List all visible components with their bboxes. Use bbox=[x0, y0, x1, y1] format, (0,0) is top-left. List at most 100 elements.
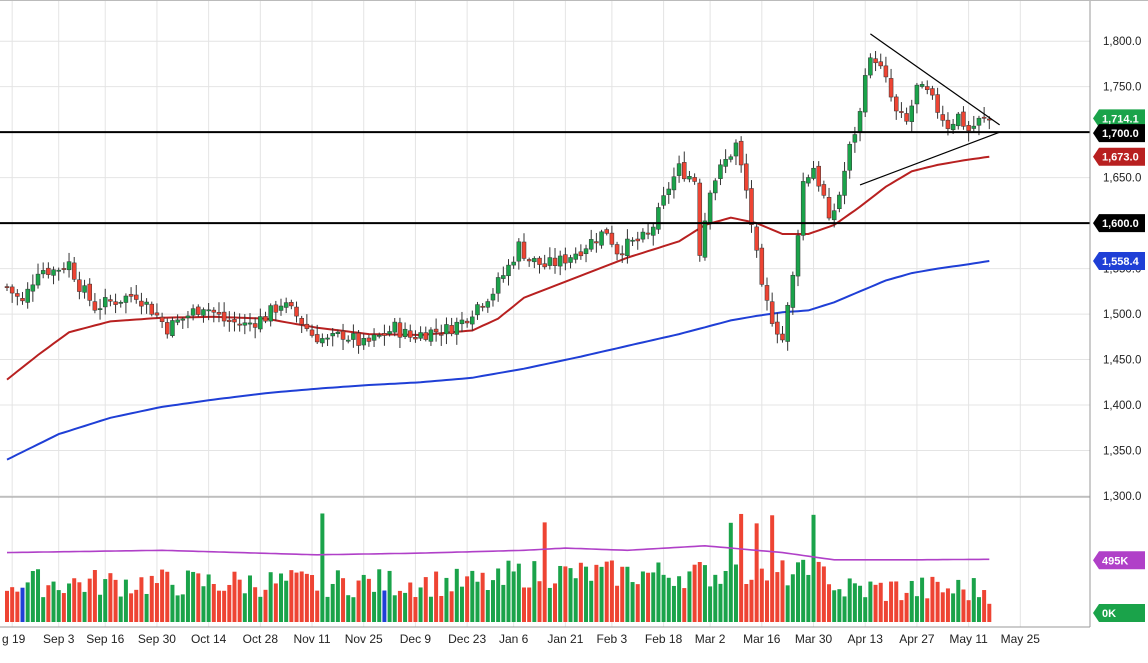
candle-body bbox=[46, 267, 51, 275]
volume-bar bbox=[72, 578, 77, 622]
candle-body bbox=[764, 285, 770, 301]
volume-panel bbox=[5, 513, 992, 622]
date-tick-label: Nov 11 bbox=[293, 632, 330, 646]
volume-bar bbox=[527, 587, 532, 622]
candle-body bbox=[651, 226, 656, 236]
volume-bar bbox=[770, 515, 775, 622]
candle-body bbox=[904, 113, 909, 122]
volume-bar bbox=[671, 585, 676, 622]
volume-bar bbox=[806, 574, 811, 622]
candle-body bbox=[102, 297, 108, 308]
candle-body bbox=[170, 320, 175, 336]
candle-body bbox=[128, 294, 134, 297]
volume-bar bbox=[635, 584, 640, 622]
volume-bar bbox=[356, 580, 361, 622]
candle-body bbox=[25, 288, 30, 303]
candle-body bbox=[139, 300, 144, 307]
candle-body bbox=[692, 177, 697, 182]
volume-bar bbox=[372, 591, 377, 622]
candle-body bbox=[294, 306, 299, 317]
candle-body bbox=[154, 312, 160, 316]
date-tick-label: Sep 3 bbox=[43, 632, 75, 646]
candle-body bbox=[475, 304, 480, 316]
volume-bar bbox=[852, 583, 857, 622]
volume-bar bbox=[434, 571, 439, 622]
volume-bar bbox=[299, 571, 304, 622]
candle-body bbox=[537, 257, 542, 265]
volume-bar bbox=[227, 584, 232, 622]
price-tick-label: 1,800.0 bbox=[1103, 36, 1141, 48]
candle-body bbox=[806, 177, 811, 184]
horizontal-levels bbox=[0, 131, 1090, 225]
candle-body bbox=[444, 324, 449, 335]
candle-body bbox=[625, 238, 630, 256]
price-last-tag-label: 1,714.1 bbox=[1102, 113, 1139, 125]
candle-body bbox=[263, 316, 268, 322]
volume-bar bbox=[325, 596, 330, 622]
ma50-line bbox=[6, 155, 990, 381]
volume-bar bbox=[692, 564, 697, 622]
candle-body bbox=[61, 268, 67, 270]
candle-body bbox=[837, 194, 842, 209]
volume-bar bbox=[749, 579, 754, 622]
candle-body bbox=[30, 284, 36, 292]
volume-bar bbox=[423, 577, 428, 622]
candle-body bbox=[237, 323, 242, 326]
volume-bar bbox=[677, 576, 682, 622]
axes bbox=[0, 0, 1148, 628]
volume-bar bbox=[304, 573, 309, 622]
volume-bar bbox=[392, 595, 397, 622]
candle-body bbox=[51, 269, 56, 276]
volume-bar bbox=[15, 591, 20, 622]
candle-body bbox=[728, 156, 734, 160]
volume-bar bbox=[801, 559, 806, 622]
volume-bar bbox=[863, 597, 868, 622]
volume-bar bbox=[144, 593, 149, 622]
volume-bar bbox=[976, 597, 981, 622]
volume-bar bbox=[222, 590, 227, 622]
date-tick-label: Apr 13 bbox=[848, 632, 884, 646]
volume-bar bbox=[330, 583, 335, 622]
candle-body bbox=[175, 319, 180, 323]
candle-body bbox=[780, 333, 785, 341]
volume-bar bbox=[584, 566, 589, 622]
volume-bar bbox=[956, 579, 961, 622]
volume-bar bbox=[170, 584, 175, 622]
candle-body bbox=[320, 338, 325, 344]
candle-body bbox=[361, 338, 366, 346]
candle-body bbox=[470, 316, 475, 325]
volume-bar bbox=[961, 589, 966, 622]
price-ma200-tag bbox=[1093, 251, 1145, 270]
volume-bar bbox=[139, 577, 144, 622]
volume-bar bbox=[640, 571, 645, 622]
candle-body bbox=[940, 114, 946, 121]
candle-body bbox=[956, 113, 961, 127]
volume-bar bbox=[284, 580, 289, 622]
volume-bar bbox=[589, 580, 594, 622]
volume-bar bbox=[842, 596, 847, 622]
candle-body bbox=[790, 274, 796, 308]
candle-body bbox=[888, 78, 894, 98]
volume-bar bbox=[951, 593, 956, 622]
volume-bar bbox=[449, 591, 454, 622]
candle-body bbox=[134, 294, 139, 300]
candle-body bbox=[123, 295, 129, 303]
volume-bar bbox=[273, 583, 278, 622]
candle-body bbox=[201, 309, 206, 316]
candle-body bbox=[392, 321, 397, 333]
candle-body bbox=[258, 316, 263, 330]
candle-body bbox=[930, 88, 935, 96]
volume-zero-tag-label: 0K bbox=[1102, 608, 1116, 620]
candle-body bbox=[113, 301, 118, 305]
candle-body bbox=[335, 331, 341, 334]
volume-bar bbox=[20, 587, 25, 622]
volume-bar bbox=[847, 578, 852, 622]
volume-bar bbox=[945, 588, 950, 622]
volume-bar bbox=[522, 587, 526, 622]
volume-bar bbox=[764, 580, 769, 622]
date-tick-label: May 11 bbox=[949, 632, 988, 646]
candle-body bbox=[340, 330, 346, 340]
volume-bar bbox=[320, 513, 325, 622]
volume-bar bbox=[387, 570, 392, 622]
